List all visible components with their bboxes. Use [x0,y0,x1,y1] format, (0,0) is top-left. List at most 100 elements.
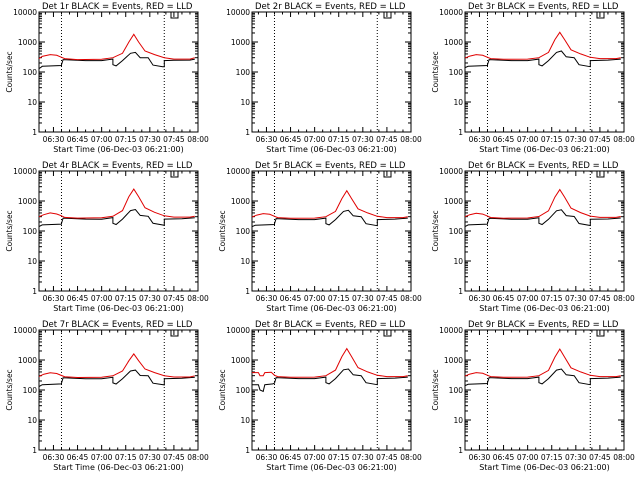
chart-title: Det 7r BLACK = Events, RED = LLD [42,320,193,330]
x-tick-label: 07:30 [565,453,587,462]
x-tick-label: 07:30 [139,135,161,144]
x-tick-label: 06:30 [469,294,491,303]
x-tick-label: 06:30 [43,294,65,303]
events-series-line [464,209,621,228]
events-series-line [464,50,621,69]
chart-title: Det 3r BLACK = Events, RED = LLD [468,2,619,12]
y-tick-label: 10000 [439,8,463,17]
y-axis-label: Counts/sec [431,369,440,410]
events-series-line [38,369,195,388]
x-tick-label: 06:30 [43,453,65,462]
chart-title: Det 8r BLACK = Events, RED = LLD [255,320,406,330]
y-tick-label: 1000 [231,356,250,365]
x-tick-label: 07:15 [541,135,563,144]
y-tick-label: 1000 [444,38,463,47]
y-tick-label: 1 [458,287,463,296]
x-tick-label: 07:45 [589,453,611,462]
y-axis-label: Counts/sec [431,210,440,251]
x-axis-label: Start Time (06-Dec-03 06:21:00) [266,145,397,154]
y-tick-label: 1 [458,128,463,137]
x-tick-label: 07:45 [376,135,398,144]
x-tick-label: 08:00 [613,453,635,462]
chart-det-4: Det 4r BLACK = Events, RED = LLD 1 10 100 10… [5,161,209,313]
x-tick-label: 06:30 [256,453,278,462]
y-tick-label: 100 [23,386,38,395]
lld-series-line [252,347,408,378]
bracket-marker [596,171,605,178]
y-axis-label: Counts/sec [218,369,227,410]
x-tick-label: 07:45 [163,135,185,144]
y-tick-label: 1000 [18,38,37,47]
y-axis-label: Counts/sec [218,210,227,251]
y-tick-label: 1 [245,446,250,455]
y-tick-label: 1 [32,446,37,455]
y-tick-label: 10 [27,98,37,107]
x-axis-label: Start Time (06-Dec-03 06:21:00) [266,304,397,313]
x-tick-label: 06:45 [493,135,515,144]
x-tick-label: 07:45 [589,135,611,144]
y-tick-label: 10 [27,257,37,266]
y-tick-label: 10000 [439,326,463,335]
lld-series-line [38,353,195,379]
y-tick-label: 10 [240,416,250,425]
x-tick-label: 07:00 [304,135,326,144]
x-tick-label: 07:00 [517,294,539,303]
y-tick-label: 1 [32,128,37,137]
plot-frame [464,11,625,133]
y-tick-label: 10 [240,257,250,266]
y-tick-label: 1000 [18,197,37,206]
y-tick-label: 100 [449,386,464,395]
plot-frame [38,170,199,292]
y-tick-label: 1000 [231,197,250,206]
plot-frame [251,11,412,133]
x-tick-label: 07:15 [328,294,350,303]
y-tick-label: 100 [236,386,251,395]
y-axis-label: Counts/sec [431,51,440,92]
chart-title: Det 1r BLACK = Events, RED = LLD [42,2,193,12]
y-tick-label: 10 [240,98,250,107]
bracket-marker [596,12,605,19]
x-tick-label: 07:15 [115,135,137,144]
x-tick-label: 06:30 [469,135,491,144]
y-axis-label: Counts/sec [5,210,14,251]
y-axis-label: Counts/sec [5,51,14,92]
y-tick-label: 100 [236,227,251,236]
x-tick-label: 07:00 [91,453,113,462]
x-tick-label: 07:00 [91,294,113,303]
y-tick-label: 10000 [13,326,37,335]
y-tick-label: 10000 [439,167,463,176]
events-series-line [251,209,408,228]
x-tick-label: 07:00 [304,453,326,462]
x-tick-label: 07:45 [163,294,185,303]
y-tick-label: 100 [449,68,464,77]
x-tick-label: 08:00 [187,294,209,303]
y-tick-label: 1 [245,128,250,137]
x-tick-label: 06:45 [493,453,515,462]
x-tick-label: 07:30 [352,294,374,303]
chart-title: Det 6r BLACK = Events, RED = LLD [468,161,619,171]
x-tick-label: 07:15 [328,453,350,462]
events-series-line [38,51,195,70]
plot-frame [38,329,199,451]
x-tick-label: 06:45 [67,294,89,303]
x-tick-label: 07:30 [352,135,374,144]
x-tick-label: 07:15 [115,453,137,462]
x-tick-label: 08:00 [400,294,422,303]
x-tick-label: 06:30 [469,453,491,462]
plot-frame [251,329,412,451]
x-tick-label: 07:00 [91,135,113,144]
y-tick-label: 10000 [13,8,37,17]
y-tick-label: 10000 [13,167,37,176]
x-tick-label: 08:00 [187,135,209,144]
chart-det-3: Det 3r BLACK = Events, RED = LLD 1 10 100 10… [431,2,635,154]
x-tick-label: 07:30 [352,453,374,462]
x-tick-label: 07:15 [328,135,350,144]
x-tick-label: 07:45 [376,294,398,303]
x-tick-label: 08:00 [613,294,635,303]
lld-series-line [464,31,621,60]
x-axis-label: Start Time (06-Dec-03 06:21:00) [53,304,184,313]
x-tick-label: 06:45 [493,294,515,303]
y-tick-label: 100 [236,68,251,77]
x-tick-label: 07:45 [376,453,398,462]
